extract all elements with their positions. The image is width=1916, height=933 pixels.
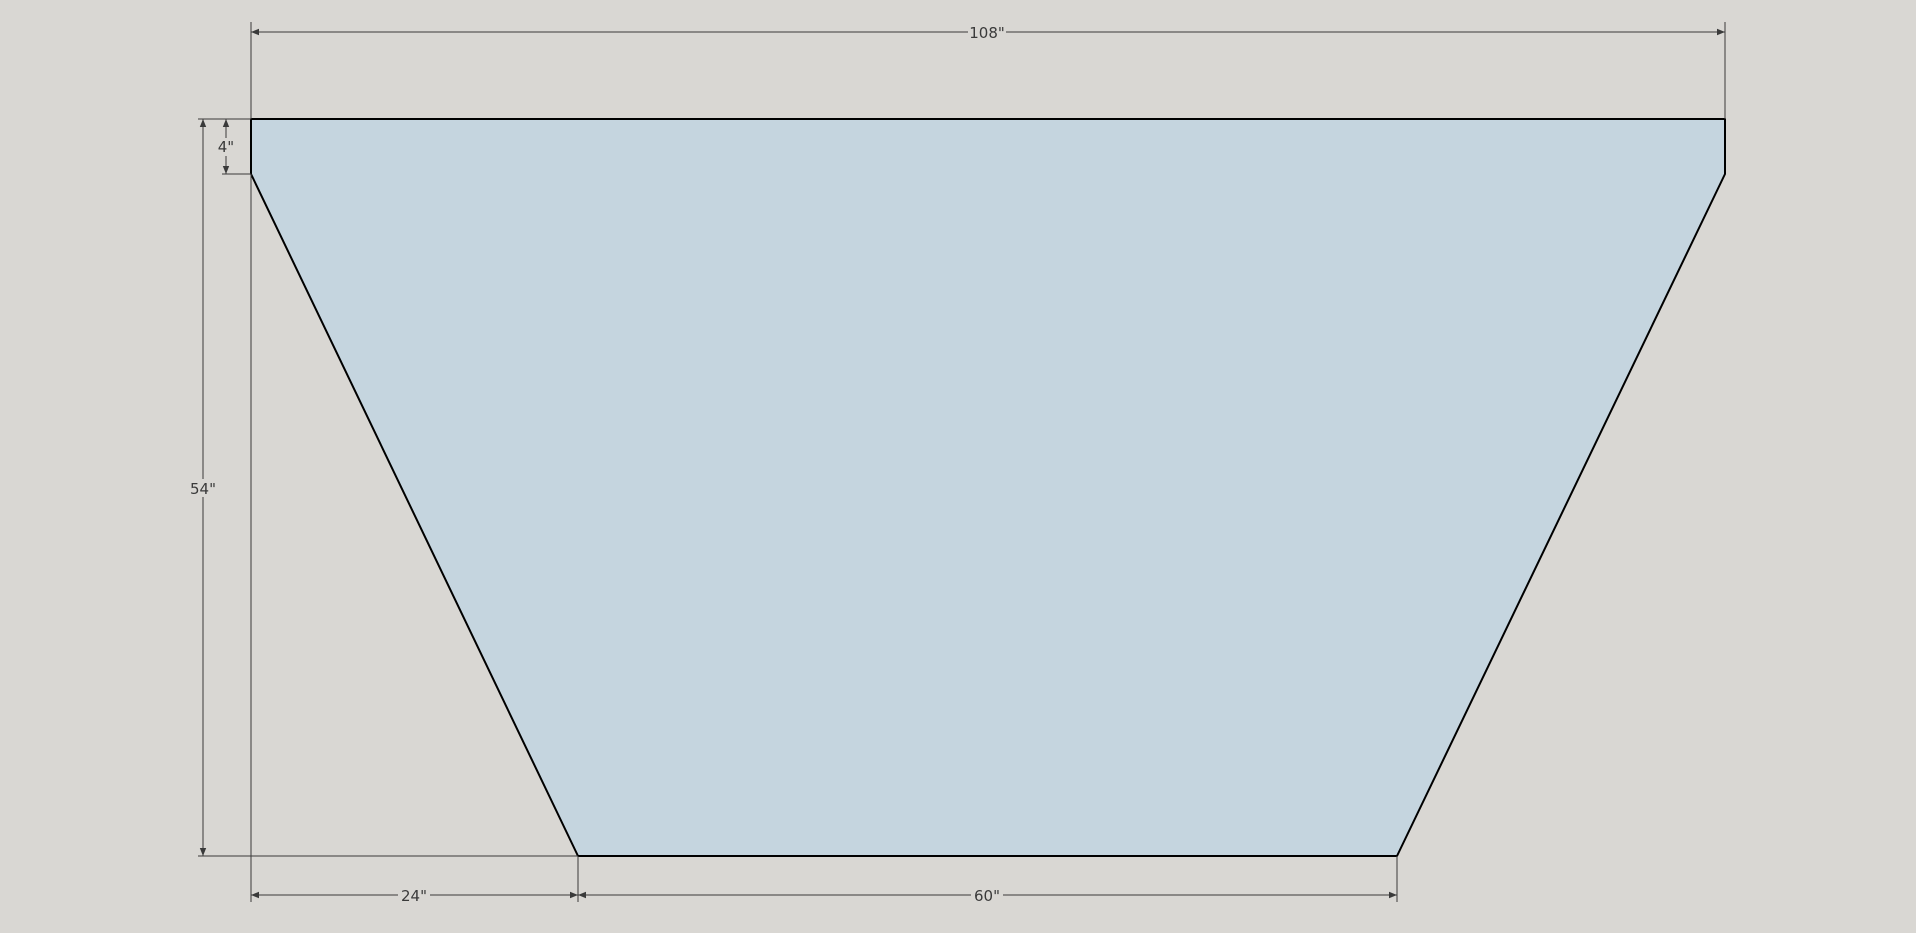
dimension-label-top-vertical-edge: 4" [218,138,234,156]
dimension-label-total-height: 54" [190,480,216,498]
dimension-bottom-left-offset[interactable]: 24" [251,886,578,905]
dimension-label-bottom-width: 60" [974,887,1000,905]
extension-lines [198,22,1726,902]
dimension-label-bottom-left-offset: 24" [401,887,427,905]
dimension-label-top-width: 108" [969,24,1005,42]
dimension-bottom-width[interactable]: 60" [578,886,1397,905]
dimension-total-height[interactable]: 54" [187,119,219,856]
dimension-label-bg [968,23,1006,41]
dimension-label-bg [187,479,219,497]
dimension-top-width[interactable]: 108" [251,23,1725,42]
panel-face[interactable] [250,118,1726,857]
dimension-label-bg [216,138,236,156]
dimension-top-vertical-edge[interactable]: 4" [216,119,236,174]
dimension-label-bg [398,886,430,904]
dimension-label-bg [971,886,1003,904]
